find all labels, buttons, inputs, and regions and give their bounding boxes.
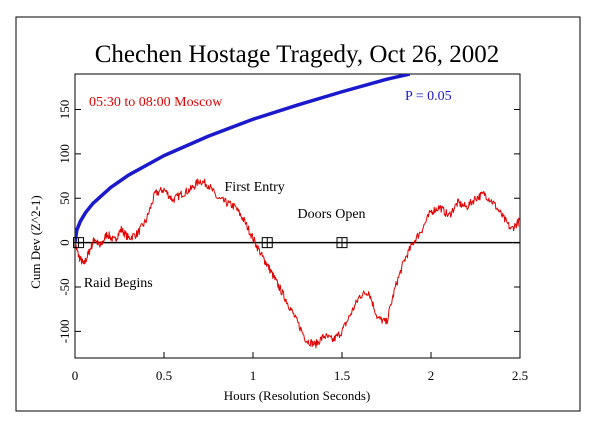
event-annotation: Doors Open (298, 207, 366, 222)
x-tick-label: 1.5 (334, 368, 350, 383)
chart-title: Chechen Hostage Tragedy, Oct 26, 2002 (95, 41, 500, 68)
x-tick-label: 0.5 (156, 368, 172, 383)
cumdev-series-line (75, 178, 520, 349)
y-tick-label: 100 (57, 144, 72, 164)
y-tick-label: 50 (57, 192, 72, 205)
y-tick-label: -100 (57, 319, 72, 343)
significance-curve (75, 74, 411, 243)
y-tick-label: -50 (57, 278, 72, 295)
x-tick-label: 1 (250, 368, 257, 383)
x-tick-label: 2 (428, 368, 435, 383)
plot-border (74, 73, 521, 359)
plot-area: 0 0.5 1 1.5 2 2.5 -100 -50 0 50 100 150 Raid Begins F… (57, 73, 528, 383)
x-axis-label: Hours (Resolution Seconds) (224, 388, 371, 403)
y-axis-label: Cum Dev (Z^2-1) (28, 195, 43, 288)
y-tick-label: 150 (57, 100, 72, 120)
y-tick-label: 0 (57, 239, 72, 246)
significance-label: P = 0.05 (405, 89, 452, 104)
x-tick-label: 2.5 (512, 368, 528, 383)
outer-frame (15, 16, 581, 412)
time-range-subtitle: 05:30 to 08:00 Moscow (89, 95, 223, 110)
x-tick-label: 0 (72, 368, 79, 383)
event-annotation: First Entry (225, 180, 285, 195)
event-annotation: Raid Begins (84, 276, 153, 291)
